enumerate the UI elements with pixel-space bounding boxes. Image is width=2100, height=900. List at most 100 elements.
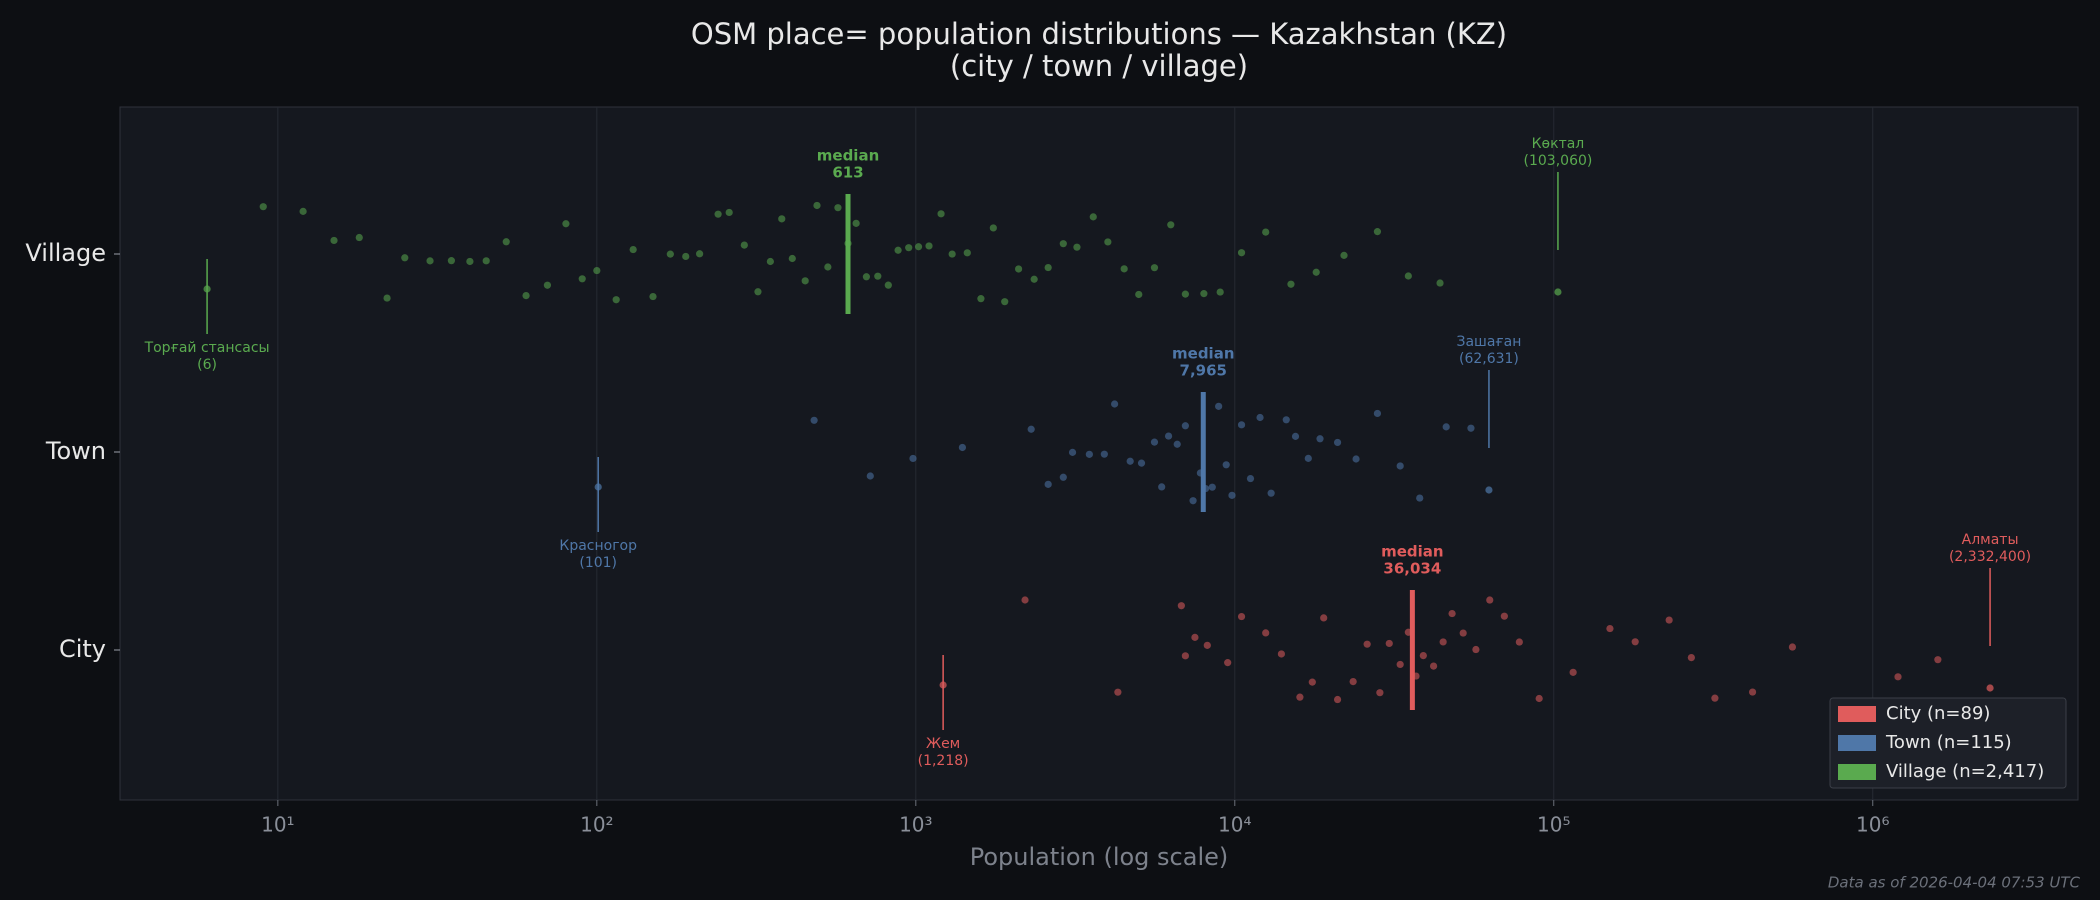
point — [834, 204, 842, 212]
point — [1256, 413, 1264, 422]
point — [1021, 596, 1029, 604]
point — [1224, 659, 1232, 667]
point — [1027, 425, 1035, 433]
point — [1191, 633, 1199, 641]
point — [1291, 432, 1300, 440]
point — [1100, 450, 1108, 458]
point — [1237, 249, 1246, 257]
min-name: Жем — [926, 736, 960, 752]
point — [330, 236, 338, 245]
point — [1104, 238, 1112, 246]
median-label: median — [1381, 543, 1443, 561]
point — [259, 203, 267, 211]
point — [963, 249, 971, 257]
point — [824, 263, 832, 271]
point — [754, 288, 762, 296]
point — [1089, 213, 1097, 221]
median-label: median — [1172, 345, 1234, 363]
point — [1030, 275, 1038, 283]
max-point — [1485, 486, 1493, 494]
x-tick-label: 10⁴ — [1218, 813, 1251, 837]
legend-swatch — [1838, 735, 1876, 751]
point — [1114, 688, 1122, 696]
point — [1340, 251, 1348, 259]
point — [862, 273, 870, 281]
point — [874, 272, 882, 280]
point — [447, 257, 455, 265]
point — [1181, 290, 1189, 298]
point — [562, 220, 570, 228]
point — [1788, 643, 1797, 651]
point — [914, 243, 923, 251]
point — [612, 296, 620, 304]
point — [1333, 438, 1342, 447]
point — [948, 250, 956, 258]
point — [909, 454, 917, 463]
point — [355, 233, 363, 242]
point — [1472, 645, 1480, 654]
point — [813, 201, 821, 210]
point — [1665, 616, 1673, 624]
footer: Data as of 2026-04-04 07:53 UTC — [1828, 874, 2081, 892]
x-tick-label: 10² — [580, 813, 613, 837]
point — [714, 210, 722, 218]
point — [1177, 602, 1185, 610]
max-name: Көктал — [1532, 136, 1585, 152]
min-value: (101) — [579, 555, 617, 571]
min-name: Красногор — [559, 538, 637, 554]
point — [1894, 673, 1902, 681]
point — [1439, 638, 1447, 646]
point — [1416, 494, 1424, 502]
point — [894, 246, 902, 254]
point — [1135, 290, 1143, 299]
point — [1222, 461, 1230, 469]
point — [1308, 678, 1316, 686]
y-tick-label: Village — [25, 239, 106, 267]
point — [884, 281, 892, 289]
point — [666, 250, 674, 258]
point — [1200, 290, 1208, 298]
point — [299, 207, 307, 215]
legend-box — [1829, 697, 2067, 789]
point — [1333, 695, 1342, 704]
point — [1246, 474, 1255, 483]
point — [1059, 473, 1067, 481]
point — [740, 241, 748, 249]
min-value: (6) — [197, 357, 217, 373]
point — [1173, 440, 1181, 448]
y-tick-label: City — [59, 635, 106, 663]
point — [629, 245, 637, 254]
legend-label: Village (n=2,417) — [1886, 761, 2044, 782]
point — [1376, 689, 1384, 697]
max-name: Зашаған — [1456, 334, 1521, 350]
point — [383, 294, 391, 302]
point — [788, 254, 796, 263]
point — [1287, 280, 1295, 288]
point — [1014, 265, 1023, 273]
point — [522, 291, 530, 300]
legend-label: City (n=89) — [1886, 703, 1990, 724]
point — [778, 215, 786, 223]
point — [989, 224, 997, 232]
point — [801, 277, 809, 285]
point — [1385, 639, 1393, 648]
point — [1442, 423, 1450, 431]
point — [1189, 497, 1197, 505]
point — [593, 266, 601, 275]
point — [1237, 612, 1246, 621]
point — [1304, 454, 1312, 462]
point — [1569, 668, 1577, 676]
point — [1001, 298, 1009, 306]
point — [1352, 455, 1360, 463]
y-tick-label: Town — [45, 437, 106, 465]
point — [852, 219, 860, 227]
max-value: (2,332,400) — [1949, 549, 2031, 565]
point — [1073, 243, 1081, 251]
point — [1237, 421, 1246, 429]
point — [1111, 400, 1119, 408]
point — [810, 416, 818, 424]
plot-area — [119, 106, 2079, 801]
point — [1711, 694, 1719, 702]
point — [1277, 650, 1286, 658]
